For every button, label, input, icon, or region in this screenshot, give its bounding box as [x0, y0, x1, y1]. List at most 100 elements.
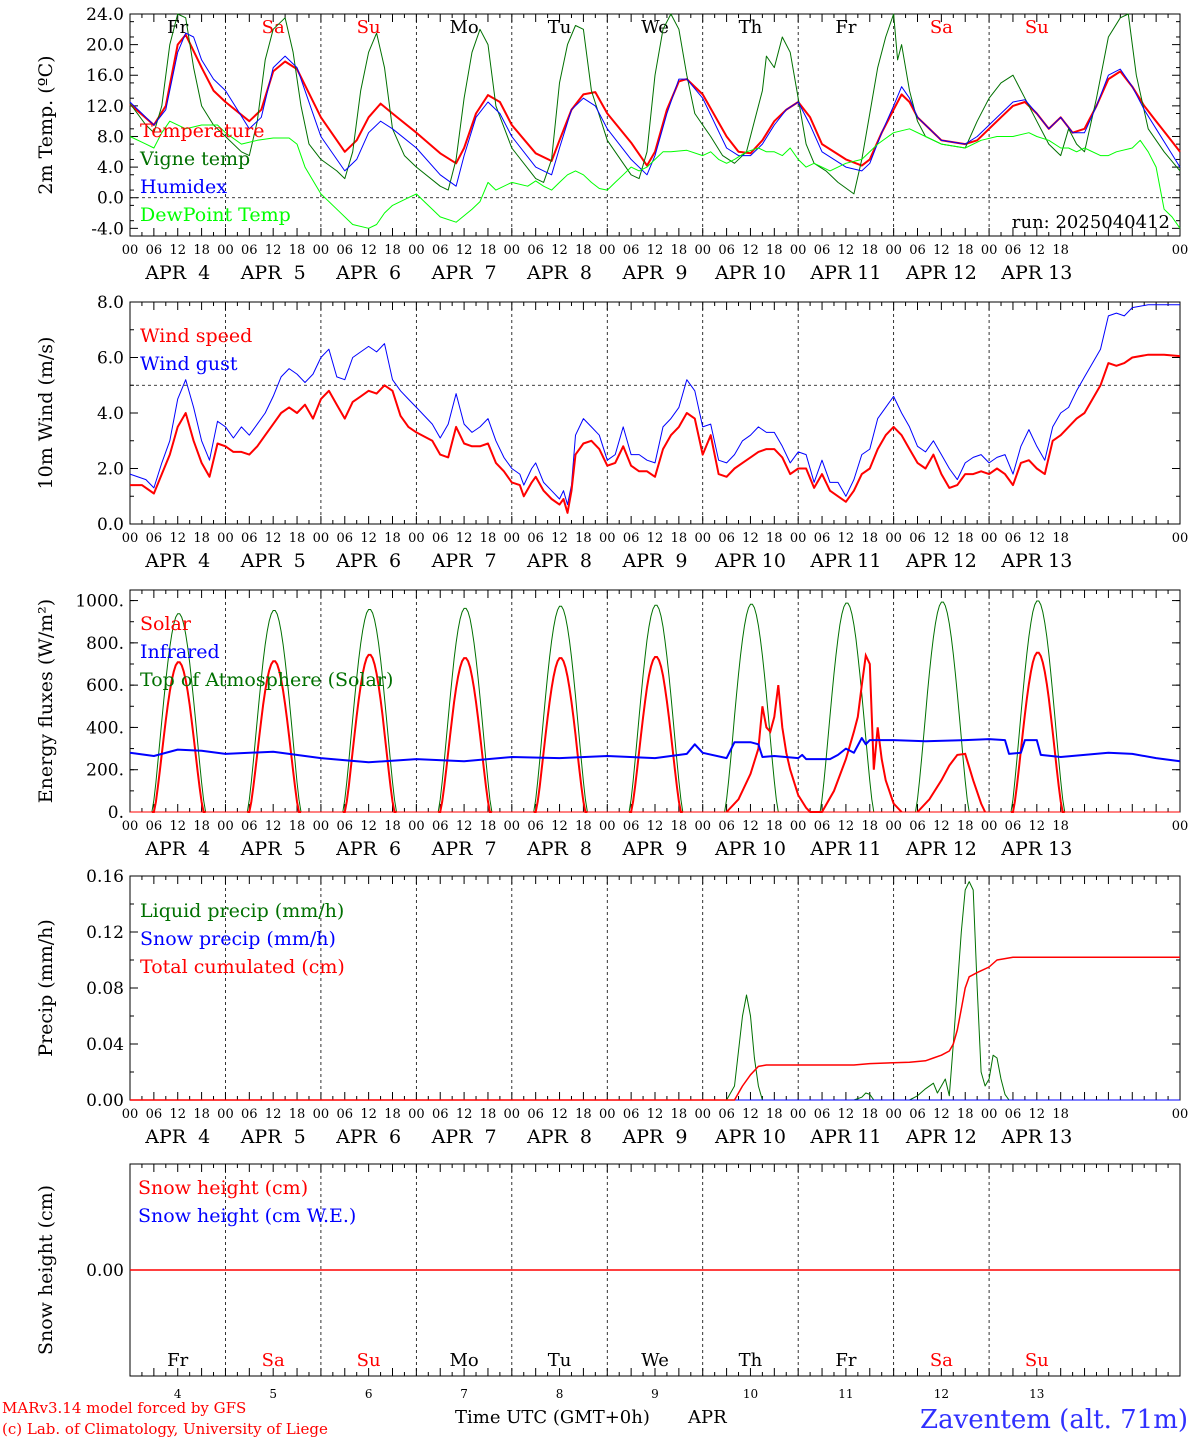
hour-tick-label: 12 — [456, 819, 473, 834]
y-tick-label: 24.0 — [86, 5, 124, 25]
y-tick-label: 0.00 — [86, 1091, 124, 1111]
day-number-label: 13 — [1029, 1387, 1044, 1401]
hour-tick-label: 00 — [694, 531, 711, 546]
hour-tick-label: 18 — [671, 531, 688, 546]
y-tick-label: 16.0 — [86, 66, 124, 86]
y-tick-label: 600. — [86, 676, 124, 696]
y-tick-label: 0.00 — [86, 1261, 124, 1281]
hour-tick-label: 00 — [599, 819, 616, 834]
hour-tick-label: 00 — [122, 819, 139, 834]
hour-tick-label: 06 — [146, 1107, 163, 1122]
weekday-label: Th — [739, 1350, 763, 1371]
hour-tick-label: 00 — [217, 531, 234, 546]
plot-area — [129, 600, 1181, 813]
weekday-label: Mo — [449, 1350, 478, 1371]
hour-tick-label: 12 — [265, 1107, 282, 1122]
hour-tick-label: 00 — [313, 1107, 330, 1122]
hour-tick-label: 06 — [241, 531, 258, 546]
hour-tick-label: 12 — [838, 819, 855, 834]
date-label: APR 10 — [714, 262, 786, 284]
y-axis-label: 2m Temp. (ºC) — [35, 55, 57, 194]
day-number-label: 4 — [174, 1387, 182, 1401]
hour-tick-label: 18 — [575, 531, 592, 546]
panel-4: 0.16 0.12 0.08 0.04 0.00 Precip (mm/h) 00 06 12 1… — [35, 867, 1188, 1148]
hour-tick-label: 12 — [360, 1107, 377, 1122]
hour-tick-label: 00 — [122, 243, 139, 258]
hour-tick-label: 06 — [527, 531, 544, 546]
legend-entry: Total cumulated (cm) — [140, 956, 345, 978]
hour-tick-label: 18 — [480, 243, 497, 258]
weekday-label: Th — [739, 17, 763, 38]
hour-tick-label: 18 — [861, 1107, 878, 1122]
hour-tick-label: 12 — [1029, 243, 1046, 258]
hour-tick-label: 18 — [480, 1107, 497, 1122]
hour-tick-label: 12 — [742, 1107, 759, 1122]
hour-tick-label: 06 — [527, 243, 544, 258]
hour-tick-label: 18 — [480, 531, 497, 546]
weekday-label: Fr — [167, 1350, 188, 1371]
date-label: APR 13 — [1000, 550, 1072, 572]
date-label: APR 10 — [714, 838, 786, 860]
hour-tick-label: 00 — [1172, 243, 1189, 258]
series-line — [129, 13, 1181, 195]
hour-tick-label: 00 — [599, 531, 616, 546]
date-label: APR 12 — [905, 838, 977, 860]
y-tick-label: 20.0 — [86, 36, 124, 56]
legend-entry: Top of Atmosphere (Solar) — [140, 669, 393, 691]
hour-tick-label: 00 — [313, 243, 330, 258]
date-label: APR 7 — [431, 838, 497, 860]
date-label: APR 5 — [240, 550, 306, 572]
hour-tick-label: 00 — [217, 243, 234, 258]
hour-tick-label: 18 — [861, 243, 878, 258]
date-label: APR 11 — [809, 550, 881, 572]
hour-tick-label: 18 — [957, 243, 974, 258]
hour-tick-label: 06 — [432, 531, 449, 546]
hour-tick-label: 00 — [981, 243, 998, 258]
day-number-label: 5 — [269, 1387, 277, 1401]
hour-tick-label: 00 — [694, 1107, 711, 1122]
hour-tick-label: 18 — [384, 1107, 401, 1122]
hour-tick-label: 00 — [504, 531, 521, 546]
hour-tick-label: 18 — [289, 819, 306, 834]
day-number-label: 9 — [651, 1387, 659, 1401]
y-tick-label: 8.0 — [97, 127, 124, 147]
hour-tick-label: 00 — [504, 819, 521, 834]
hour-tick-label: 12 — [933, 819, 950, 834]
hour-tick-label: 06 — [623, 243, 640, 258]
weekday-label: Sa — [262, 1350, 285, 1371]
hour-tick-label: 06 — [623, 819, 640, 834]
hour-tick-label: 00 — [504, 1107, 521, 1122]
date-label: APR 12 — [905, 262, 977, 284]
y-tick-label: 2.0 — [97, 460, 124, 480]
hour-tick-label: 12 — [1029, 1107, 1046, 1122]
legend-entry: Temperature — [140, 120, 264, 142]
series-line — [129, 737, 1181, 764]
series-line — [151, 661, 206, 813]
lab-credit: (c) Lab. of Climatology, University of L… — [2, 1420, 328, 1438]
y-tick-label: 200. — [86, 761, 124, 781]
hour-tick-label: 12 — [265, 243, 282, 258]
hour-tick-label: 00 — [122, 531, 139, 546]
hour-tick-label: 12 — [1029, 531, 1046, 546]
date-label: APR 8 — [526, 1126, 592, 1148]
y-tick-label: 0.0 — [97, 189, 124, 209]
date-label: APR 9 — [622, 838, 688, 860]
hour-tick-label: 18 — [957, 1107, 974, 1122]
hour-tick-label: 12 — [742, 243, 759, 258]
hour-tick-label: 12 — [647, 1107, 664, 1122]
hour-tick-label: 06 — [336, 243, 353, 258]
date-label: APR 9 — [622, 550, 688, 572]
y-axis-label: Snow height (cm) — [35, 1185, 57, 1355]
weekday-label: We — [641, 17, 669, 38]
series-line — [1011, 651, 1065, 813]
hour-tick-label: 18 — [1052, 243, 1069, 258]
y-tick-label: 0.0 — [97, 515, 124, 535]
series-line — [340, 609, 399, 813]
hour-tick-label: 06 — [1005, 819, 1022, 834]
hour-tick-label: 06 — [241, 819, 258, 834]
hour-tick-label: 12 — [838, 531, 855, 546]
date-label: APR 6 — [335, 1126, 401, 1148]
hour-tick-label: 00 — [504, 243, 521, 258]
hour-tick-label: 18 — [671, 819, 688, 834]
y-tick-label: 0.12 — [86, 923, 124, 943]
